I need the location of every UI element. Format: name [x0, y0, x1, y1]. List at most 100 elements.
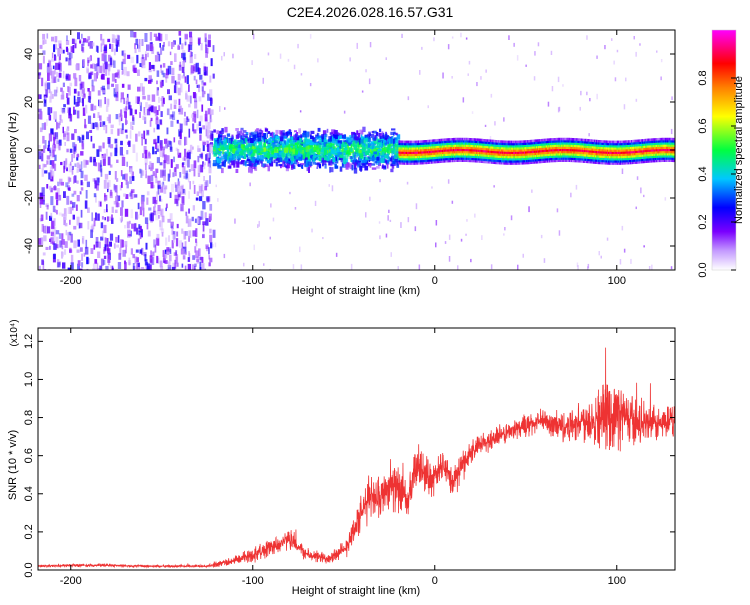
spectrogram-cell — [404, 151, 407, 154]
spectrogram-cell — [269, 236, 271, 240]
spectrogram-cell — [141, 63, 143, 69]
spectrogram-cell — [87, 221, 90, 230]
spectrogram-cell — [470, 144, 472, 148]
spectrogram-cell — [108, 216, 111, 221]
spectrogram-cell — [570, 142, 573, 145]
spectrogram-cell — [552, 153, 554, 156]
spectrogram-cell — [138, 131, 141, 137]
spectrogram-cell — [416, 153, 419, 156]
spectrogram-cell — [344, 154, 349, 159]
spectrogram-cell — [421, 161, 423, 165]
spectrogram-cell — [272, 132, 275, 138]
spectrogram-cell — [420, 159, 422, 163]
spectrogram-cell — [206, 125, 208, 130]
spectrogram-cell — [443, 160, 445, 163]
spectrogram-cell — [90, 135, 93, 142]
spectrogram-cell — [291, 156, 295, 162]
spectrogram-cell — [495, 142, 497, 145]
spectrogram-cell — [447, 142, 449, 146]
spectrogram-cell — [358, 140, 361, 145]
spectrogram-cell — [414, 162, 417, 165]
spectrogram-cell — [471, 153, 473, 156]
spectrogram-cell — [549, 138, 551, 141]
spectrogram-cell — [128, 140, 131, 147]
spectrogram-cell — [572, 157, 574, 160]
spectrogram-cell — [470, 148, 472, 152]
spectrogram-cell — [485, 147, 488, 151]
spectrogram-cell — [129, 192, 132, 197]
spectrogram-cell — [576, 157, 578, 161]
spectrogram-cell — [447, 138, 449, 141]
spectrogram-cell — [532, 154, 535, 158]
spectrogram-cell — [435, 158, 437, 162]
spectrogram-cell — [254, 129, 258, 132]
spectrogram-cell — [406, 144, 408, 148]
spectrogram-cell — [432, 154, 434, 158]
spectrogram-cell — [466, 144, 468, 147]
spectrogram-cell — [169, 213, 173, 221]
spectrogram-cell — [555, 155, 557, 158]
spectrogram-cell — [349, 156, 353, 160]
spectrogram-cell — [455, 153, 457, 156]
spectrogram-cell — [457, 150, 459, 154]
spectrogram-cell — [459, 142, 461, 145]
spectrogram-cell — [64, 160, 68, 169]
spectrogram-cell — [160, 82, 163, 88]
spectrogram-cell — [163, 97, 165, 105]
spectrogram-cell — [499, 148, 502, 152]
spectrogram-cell — [561, 155, 563, 158]
spectrogram-cell — [113, 183, 116, 191]
spectrogram-cell — [87, 115, 92, 124]
spectrogram-cell — [247, 138, 252, 143]
spectrogram-cell — [177, 185, 181, 195]
spectrogram-cell — [181, 184, 184, 190]
spectrogram-cell — [396, 162, 400, 168]
spectrogram-cell — [254, 159, 259, 164]
spectrogram-cell — [550, 151, 552, 154]
spectrogram-cell — [120, 207, 123, 216]
spectrogram-cell — [268, 144, 271, 149]
spectrogram-cell — [565, 146, 567, 149]
spectrogram-cell — [407, 155, 409, 159]
spectrogram-cell — [487, 143, 490, 147]
spectrogram-cell — [490, 154, 492, 158]
spectrogram-cell — [200, 210, 204, 220]
spectrogram-cell — [171, 183, 174, 193]
spectrogram-cell — [181, 75, 185, 79]
spectrogram-cell — [558, 142, 561, 145]
spectrogram-cell — [542, 158, 544, 161]
spectrogram-cell — [463, 146, 466, 149]
spectrogram-cell — [166, 127, 169, 135]
spectrogram-cell — [219, 158, 224, 161]
spectrogram-cell — [305, 162, 309, 167]
spectrogram-cell — [223, 161, 226, 167]
spectrogram-cell — [46, 155, 51, 160]
spectrogram-cell — [138, 39, 141, 45]
spectrogram-cell — [163, 160, 166, 169]
spectrogram-cell — [130, 209, 133, 219]
spectrogram-cell — [209, 228, 212, 234]
spectrogram-cell — [364, 137, 369, 142]
spectrogram-cell — [200, 42, 203, 51]
spectrogram-cell — [91, 85, 95, 92]
spectrogram-cell — [489, 145, 491, 149]
spectrogram-cell — [443, 149, 445, 152]
spectrogram-cell — [447, 159, 449, 163]
spectrogram-cell — [203, 66, 207, 71]
spectrogram-cell — [485, 145, 488, 149]
spectrogram-cell — [183, 118, 187, 126]
spectrogram-cell — [147, 130, 149, 135]
spectrogram-cell — [115, 38, 118, 46]
spectrogram-cell — [160, 64, 162, 68]
spectrogram-cell — [391, 150, 394, 157]
spectrogram-cell — [516, 55, 519, 61]
spectrogram-cell — [235, 147, 239, 150]
spectrogram-cell — [249, 182, 251, 187]
spectrogram-cell — [90, 248, 94, 254]
spectrogram-cell — [190, 65, 195, 74]
spectrogram-cell — [380, 155, 385, 158]
spectrogram-cell — [426, 159, 429, 162]
spectrogram-cell — [115, 144, 118, 153]
spectrogram-cell — [537, 143, 539, 147]
spectrogram-cell — [480, 76, 482, 80]
